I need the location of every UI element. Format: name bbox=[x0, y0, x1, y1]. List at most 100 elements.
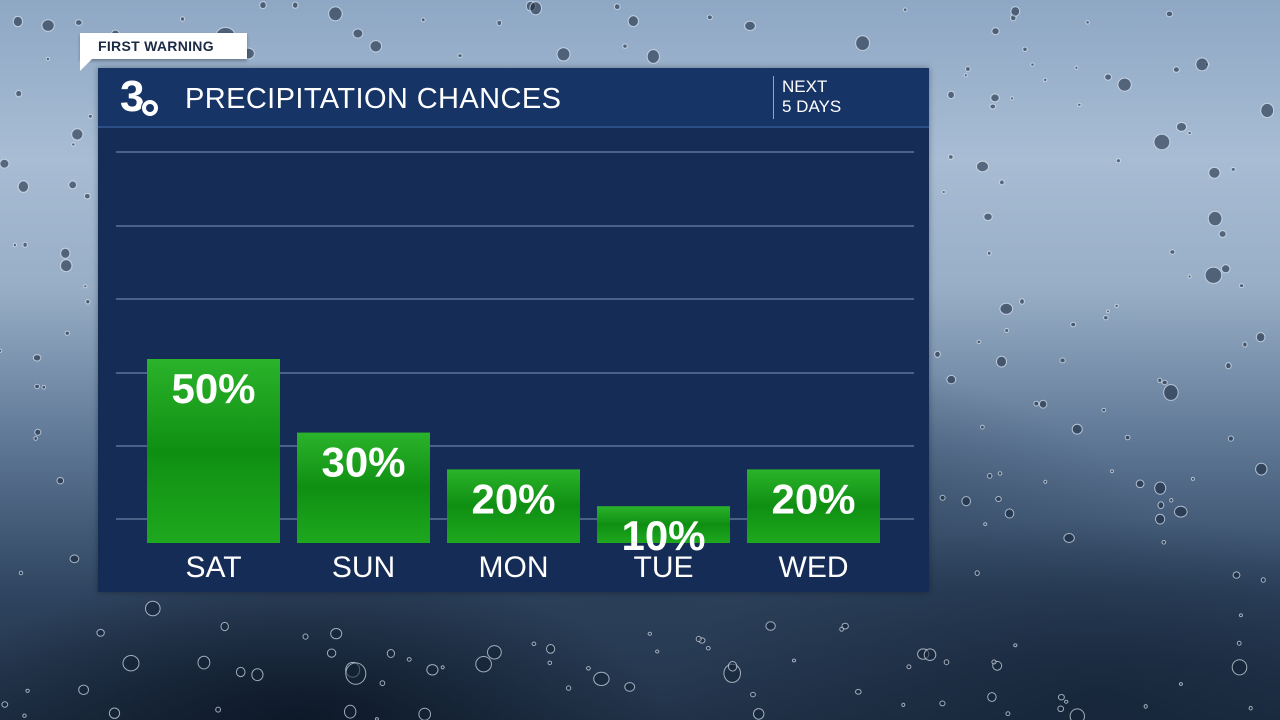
bar-tue bbox=[597, 506, 730, 543]
raindrop bbox=[586, 666, 591, 671]
raindrop bbox=[943, 659, 950, 666]
raindrop bbox=[1157, 377, 1163, 383]
raindrop bbox=[1013, 643, 1018, 648]
raindrop bbox=[379, 680, 386, 687]
raindrop bbox=[1019, 298, 1025, 305]
chart-header bbox=[98, 68, 929, 128]
raindrop bbox=[1187, 274, 1192, 279]
raindrop bbox=[655, 649, 660, 654]
raindrop bbox=[1004, 328, 1010, 333]
raindrop bbox=[1124, 434, 1131, 441]
raindrop bbox=[753, 708, 765, 720]
raindrop bbox=[1260, 102, 1275, 119]
raindrop bbox=[1064, 699, 1069, 704]
raindrop bbox=[1105, 309, 1110, 314]
raindrop bbox=[345, 661, 361, 678]
raindrop bbox=[1221, 264, 1231, 274]
raindrop bbox=[1163, 384, 1179, 401]
raindrop bbox=[976, 339, 982, 344]
period-label-line2: 5 DAYS bbox=[782, 97, 842, 116]
value-label: 50% bbox=[171, 365, 255, 412]
raindrop bbox=[25, 688, 30, 693]
raindrop bbox=[1238, 283, 1245, 289]
raindrop bbox=[71, 128, 84, 141]
raindrop bbox=[934, 350, 941, 358]
raindrop bbox=[1063, 533, 1075, 543]
raindrop bbox=[723, 663, 742, 683]
raindrop bbox=[328, 6, 343, 22]
raindrop bbox=[15, 89, 23, 98]
raindrop bbox=[1227, 435, 1234, 442]
raindrop bbox=[1135, 479, 1145, 489]
value-label: 30% bbox=[321, 439, 405, 486]
badge-notch bbox=[80, 59, 92, 71]
raindrop bbox=[727, 661, 738, 672]
raindrop bbox=[1176, 122, 1187, 132]
raindrop bbox=[78, 684, 89, 695]
raindrop bbox=[999, 302, 1014, 315]
raindrop bbox=[917, 648, 930, 660]
raindrop bbox=[1155, 513, 1166, 525]
raindrop bbox=[1255, 462, 1268, 476]
raindrop bbox=[525, 0, 536, 12]
raindrop bbox=[220, 621, 229, 632]
raindrop bbox=[902, 7, 908, 12]
raindrop bbox=[0, 348, 3, 353]
raindrop bbox=[1207, 210, 1223, 227]
raindrop bbox=[939, 494, 946, 501]
raindrop bbox=[995, 496, 1002, 502]
bar-mon bbox=[447, 469, 580, 543]
raindrop bbox=[556, 47, 571, 62]
raindrop bbox=[1005, 711, 1011, 717]
raindrop bbox=[85, 299, 91, 305]
raindrop bbox=[41, 19, 55, 32]
raindrop bbox=[547, 660, 553, 666]
raindrop bbox=[1043, 77, 1048, 83]
raindrop bbox=[1038, 399, 1048, 409]
raindrop bbox=[386, 649, 395, 658]
raindrop bbox=[1004, 508, 1015, 519]
raindrop bbox=[855, 688, 862, 695]
raindrop bbox=[996, 355, 1007, 368]
raindrop bbox=[1071, 423, 1083, 435]
value-label: 20% bbox=[471, 475, 555, 522]
raindrop bbox=[646, 49, 660, 64]
raindrop bbox=[41, 384, 47, 390]
raindrop bbox=[12, 242, 17, 248]
value-label: 20% bbox=[771, 475, 855, 522]
raindrop bbox=[440, 665, 445, 670]
raindrop bbox=[1043, 479, 1048, 484]
raindrop bbox=[1101, 407, 1107, 413]
chart-title: PRECIPITATION CHANCES bbox=[185, 83, 562, 115]
raindrop bbox=[17, 180, 30, 193]
raindrop bbox=[1074, 65, 1079, 70]
raindrop bbox=[923, 648, 937, 662]
raindrop bbox=[1204, 62, 1210, 67]
raindrop bbox=[96, 628, 105, 637]
raindrop bbox=[624, 682, 636, 692]
raindrop bbox=[1248, 705, 1253, 711]
raindrop bbox=[345, 662, 367, 685]
raindrop bbox=[1057, 705, 1065, 713]
raindrop bbox=[1085, 20, 1090, 25]
category-label: MON bbox=[479, 551, 549, 584]
raindrop bbox=[1161, 540, 1167, 545]
raindrop bbox=[1218, 230, 1227, 238]
raindrop bbox=[34, 428, 42, 436]
raindrop bbox=[496, 19, 503, 27]
raindrop bbox=[406, 657, 412, 662]
raindrop bbox=[83, 284, 88, 289]
raindrop bbox=[352, 28, 364, 39]
raindrop bbox=[326, 648, 337, 658]
raindrop bbox=[1059, 357, 1066, 364]
raindrop bbox=[961, 496, 972, 507]
raindrop bbox=[1057, 694, 1065, 701]
raindrop bbox=[1230, 167, 1236, 172]
raindrop bbox=[1, 701, 9, 708]
raindrop bbox=[529, 1, 543, 16]
raindrop bbox=[18, 570, 24, 576]
raindrop bbox=[12, 15, 23, 28]
raindrop bbox=[627, 15, 639, 28]
raindrop bbox=[369, 40, 383, 53]
raindrop bbox=[841, 622, 849, 630]
